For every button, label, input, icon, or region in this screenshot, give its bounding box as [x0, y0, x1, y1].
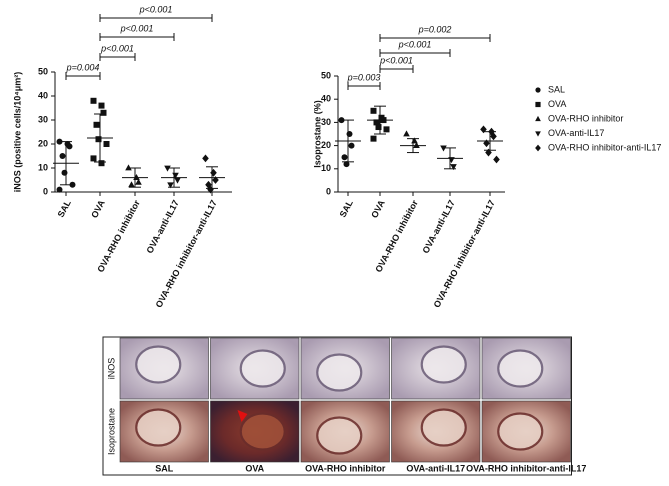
y-axis-title: iNOS (positive cells/10⁴μm²) [12, 72, 22, 193]
point [125, 164, 132, 171]
airway-lumen [316, 353, 363, 392]
legend-label: SAL [548, 84, 565, 94]
p-value: p<0.001 [139, 4, 173, 14]
point [348, 142, 355, 149]
p-value: p=0.003 [347, 72, 381, 82]
point [383, 126, 390, 133]
column-label: OVA [245, 463, 264, 473]
point [66, 143, 73, 150]
point [95, 136, 102, 143]
point [373, 119, 380, 126]
y-axis-title: Isoprostane (%) [312, 100, 322, 168]
y-tick-label: 10 [38, 162, 48, 172]
point [490, 132, 497, 141]
point [128, 181, 135, 188]
column-label: OVA-RHO inhibitor [305, 463, 386, 473]
point [535, 144, 541, 152]
y-tick-label: 50 [38, 66, 48, 76]
point [535, 131, 541, 137]
point [56, 138, 63, 145]
x-tick-label: SAL [338, 198, 356, 219]
legend-label: OVA [548, 99, 566, 109]
point [535, 115, 541, 122]
point [535, 87, 541, 93]
airway-lumen [420, 345, 467, 384]
point [61, 169, 68, 176]
x-tick-label: OVA-anti-IL17 [420, 198, 456, 255]
y-tick-label: 20 [321, 140, 331, 150]
point [343, 161, 350, 168]
p-value: p<0.001 [120, 23, 154, 33]
row-label: iNOS [106, 358, 116, 380]
row-label: Isoprostane [106, 408, 116, 455]
airway-lumen [316, 416, 363, 455]
y-tick-label: 0 [43, 186, 48, 196]
airway-lumen [135, 408, 182, 447]
y-tick-label: 20 [38, 138, 48, 148]
point [174, 177, 181, 184]
x-tick-label: OVA [369, 198, 387, 220]
point [535, 101, 541, 108]
point [210, 168, 217, 177]
legend-label: OVA-RHO inhibitor [548, 113, 623, 123]
point [100, 109, 107, 116]
point [133, 174, 140, 180]
column-label: OVA-RHO inhibitor-anti-IL17 [466, 463, 586, 473]
point [56, 186, 63, 193]
column-label: SAL [155, 463, 174, 473]
x-tick-label: OVA-anti-IL17 [144, 198, 180, 255]
point [98, 102, 105, 109]
point [346, 131, 353, 137]
y-tick-label: 50 [321, 70, 331, 80]
y-tick-label: 40 [38, 90, 48, 100]
y-tick-label: 0 [326, 186, 331, 196]
airway-lumen [497, 349, 544, 388]
point [440, 145, 447, 152]
legend-label: OVA-RHO inhibitor-anti-IL17 [548, 142, 661, 152]
p-value: p<0.001 [379, 55, 413, 65]
arrow [237, 410, 248, 422]
y-tick-label: 40 [321, 94, 331, 104]
airway-lumen [135, 345, 182, 384]
y-tick-label: 10 [321, 163, 331, 173]
p-value: p=0.002 [418, 24, 452, 34]
airway-lumen [239, 349, 286, 388]
p-value: p<0.001 [398, 39, 432, 49]
legend-label: OVA-anti-IL17 [548, 128, 604, 138]
point [98, 160, 105, 167]
point [135, 178, 142, 185]
point [202, 154, 209, 163]
point [69, 181, 76, 188]
airway-lumen [420, 408, 467, 447]
point [375, 124, 382, 131]
column-label: OVA-anti-IL17 [406, 463, 465, 473]
point [450, 164, 457, 171]
x-tick-label: SAL [56, 198, 74, 219]
airway-lumen [497, 412, 544, 451]
p-value: p=0.004 [66, 62, 100, 72]
point [93, 121, 100, 128]
point [103, 141, 110, 147]
point [493, 155, 500, 164]
point [90, 97, 97, 104]
point [403, 130, 410, 137]
point [164, 165, 171, 172]
point [341, 154, 348, 161]
point [59, 153, 66, 159]
y-tick-label: 30 [321, 117, 331, 127]
point [370, 135, 377, 142]
point [167, 182, 174, 189]
airway-lumen [239, 412, 286, 451]
y-tick-label: 30 [38, 114, 48, 124]
x-tick-label: OVA [89, 198, 107, 220]
point [413, 142, 420, 148]
point [90, 155, 97, 162]
point [370, 107, 377, 114]
point [338, 117, 345, 124]
p-value: p<0.001 [100, 43, 134, 53]
